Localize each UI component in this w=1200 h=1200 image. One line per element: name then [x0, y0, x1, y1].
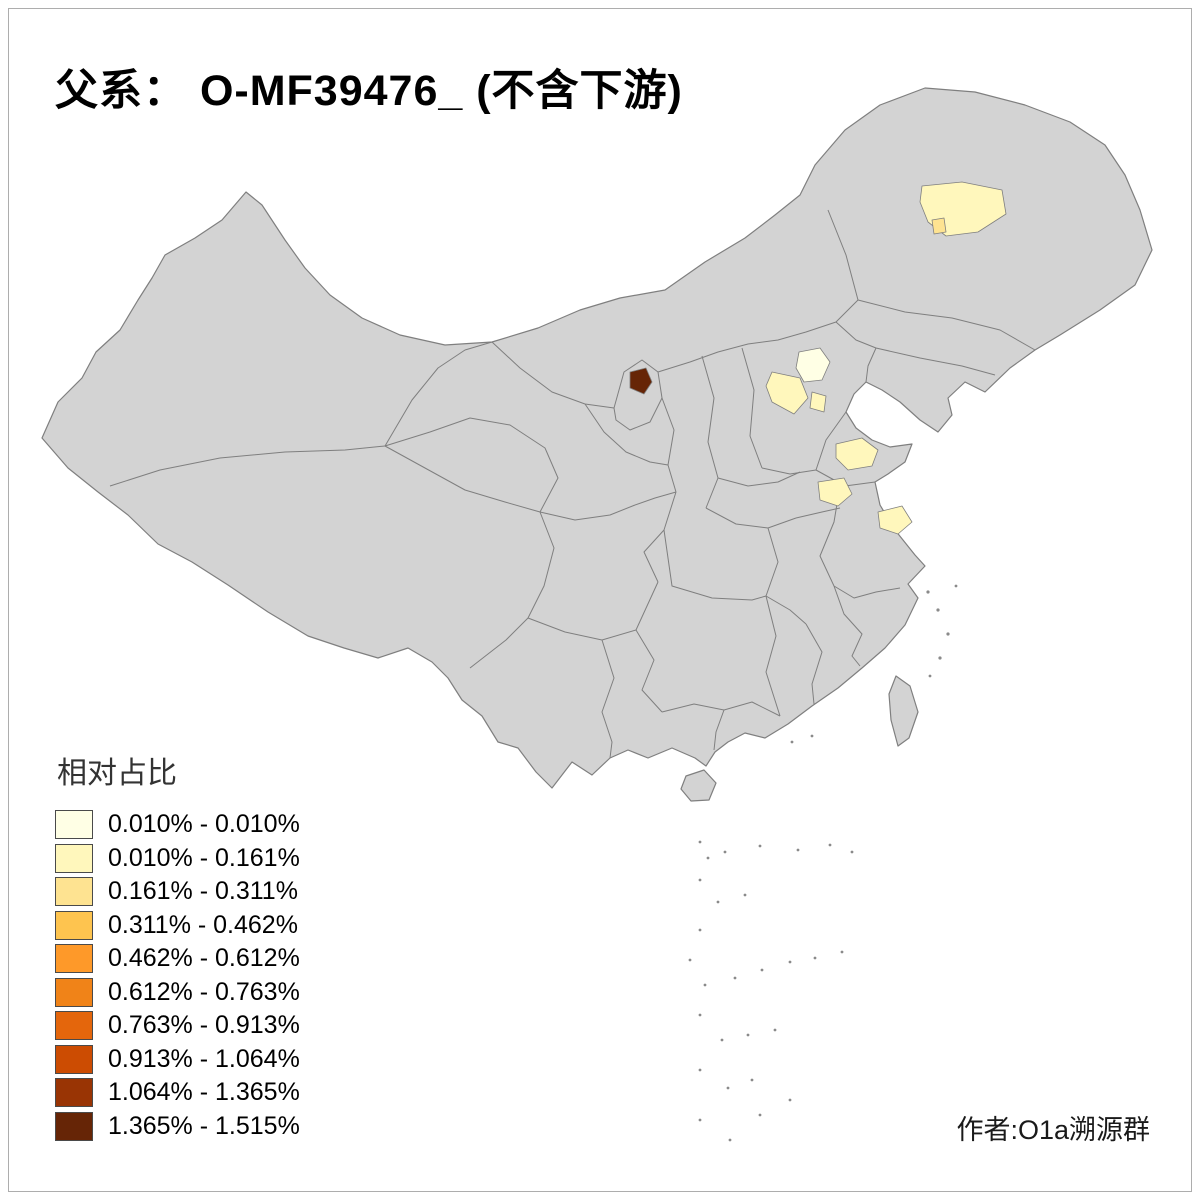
legend-label: 1.365% - 1.515% — [108, 1111, 300, 1140]
legend-label: 0.462% - 0.612% — [108, 944, 300, 973]
legend-item: 0.612% - 0.763% — [55, 976, 300, 1010]
legend-swatch — [55, 1011, 93, 1041]
legend-item: 0.763% - 0.913% — [55, 1009, 300, 1043]
legend-rows: 0.010% - 0.010% 0.010% - 0.161% 0.161% -… — [55, 808, 300, 1143]
legend-swatch — [55, 1111, 93, 1141]
highlight-regions — [629, 181, 1007, 535]
author-credit: 作者:O1a溯源群 — [956, 1115, 1150, 1145]
legend-swatch — [55, 843, 93, 873]
region-beijing — [795, 347, 831, 383]
legend-item: 1.365% - 1.515% — [55, 1110, 300, 1144]
legend-title: 相对占比 — [57, 757, 177, 790]
legend-item: 0.462% - 0.612% — [55, 942, 300, 976]
legend-swatch — [55, 944, 93, 974]
taiwan-island — [888, 675, 919, 747]
legend-item: 0.010% - 0.010% — [55, 808, 300, 842]
region-ningxia-dark — [629, 367, 653, 395]
hainan-island — [680, 769, 717, 802]
region-jiangsu-south — [877, 505, 913, 535]
legend-item: 0.010% - 0.161% — [55, 842, 300, 876]
mainland-outline — [41, 87, 1153, 789]
legend-swatch — [55, 1078, 93, 1108]
region-jiangsu-north — [817, 477, 853, 507]
legend-item: 0.161% - 0.311% — [55, 875, 300, 909]
legend-item: 1.064% - 1.365% — [55, 1076, 300, 1110]
legend-label: 0.161% - 0.311% — [108, 877, 298, 906]
legend-label: 0.913% - 1.064% — [108, 1044, 300, 1073]
legend-label: 1.064% - 1.365% — [108, 1078, 300, 1107]
region-hebei — [765, 371, 809, 415]
region-heilongjiang-spot — [931, 217, 947, 235]
province-borders — [109, 209, 1036, 759]
legend-item: 0.311% - 0.462% — [55, 909, 300, 943]
legend-swatch — [55, 1044, 93, 1074]
region-shandong — [835, 437, 879, 471]
legend-item: 0.913% - 1.064% — [55, 1043, 300, 1077]
legend-label: 0.010% - 0.161% — [108, 843, 300, 872]
legend-swatch — [55, 977, 93, 1007]
legend-swatch — [55, 877, 93, 907]
figure-title: 父系： O-MF39476_ (不含下游) — [55, 67, 683, 115]
legend-label: 0.612% - 0.763% — [108, 977, 300, 1006]
legend: 相对占比 0.010% - 0.010% 0.010% - 0.161% 0.1… — [55, 748, 300, 1143]
legend-swatch — [55, 910, 93, 940]
legend-swatch — [55, 810, 93, 840]
region-tianjin — [809, 391, 827, 413]
legend-label: 0.763% - 0.913% — [108, 1011, 300, 1040]
legend-label: 0.010% - 0.010% — [108, 810, 300, 839]
legend-label: 0.311% - 0.462% — [108, 910, 298, 939]
small-islands — [688, 584, 958, 1142]
